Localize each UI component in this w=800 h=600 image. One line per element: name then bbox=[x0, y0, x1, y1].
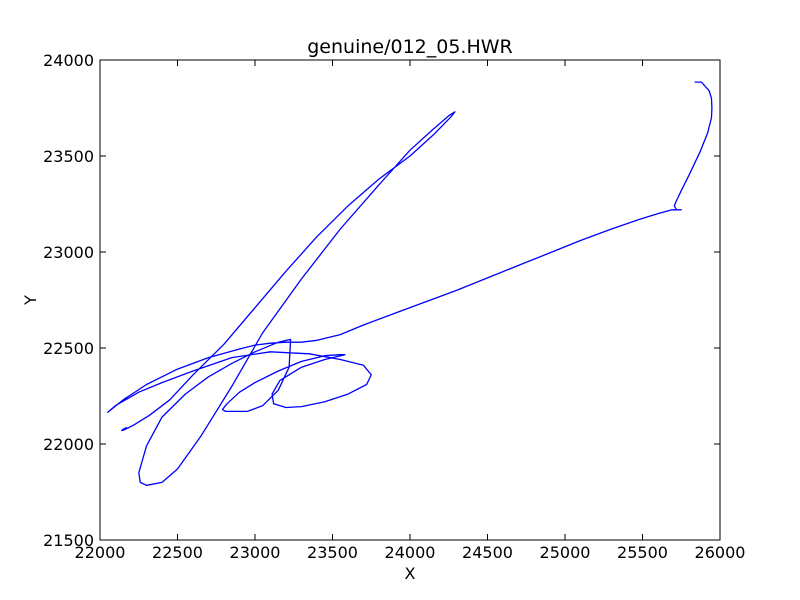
y-tick-label: 21500 bbox=[43, 531, 94, 550]
y-tick-label: 23000 bbox=[43, 243, 94, 262]
x-axis-label: X bbox=[405, 564, 416, 583]
y-tick-label: 22500 bbox=[43, 339, 94, 358]
x-tick-label: 22500 bbox=[152, 543, 203, 562]
x-tick-label: 25500 bbox=[617, 543, 668, 562]
y-tick-label: 23500 bbox=[43, 147, 94, 166]
x-tick-label: 26000 bbox=[695, 543, 746, 562]
y-tick-label: 24000 bbox=[43, 51, 94, 70]
y-axis-label: Y bbox=[21, 295, 40, 306]
y-axis-ticks: 21500 22000 22500 23000 23500 24000 bbox=[43, 51, 720, 550]
x-tick-label: 25000 bbox=[540, 543, 591, 562]
x-tick-label: 23500 bbox=[307, 543, 358, 562]
plot-line-layer bbox=[107, 81, 713, 486]
x-tick-label: 22000 bbox=[75, 543, 126, 562]
x-tick-label: 24500 bbox=[462, 543, 513, 562]
x-tick-label: 24000 bbox=[385, 543, 436, 562]
x-tick-label: 23000 bbox=[230, 543, 281, 562]
chart-title: genuine/012_05.HWR bbox=[307, 36, 513, 58]
x-axis-ticks: 22000 22500 23000 23500 24000 24500 25000 25500… bbox=[75, 60, 746, 562]
y-tick-label: 22000 bbox=[43, 435, 94, 454]
series-line-0 bbox=[107, 81, 713, 486]
